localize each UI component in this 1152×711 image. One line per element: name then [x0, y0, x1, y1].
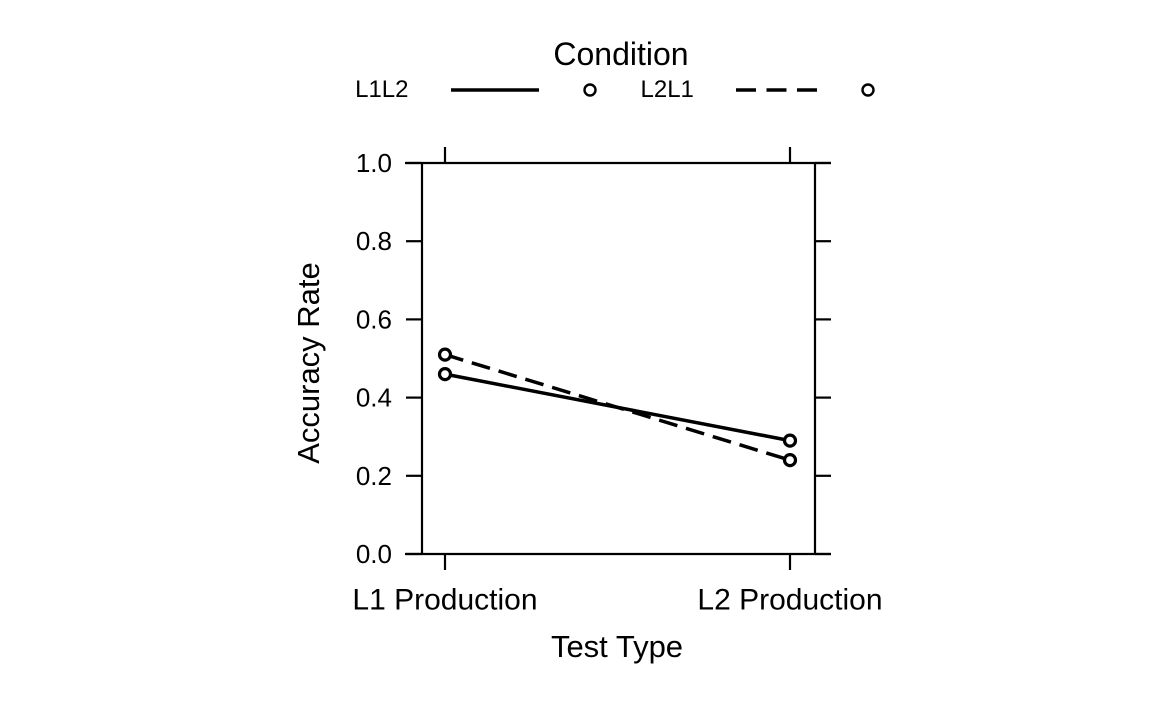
- legend-solid-line-sample-icon: [450, 88, 539, 92]
- data-point-marker-l1l2: [782, 433, 798, 448]
- y-tick-label: 0.4: [356, 383, 392, 413]
- y-tick-label: 1.0: [356, 148, 392, 178]
- legend-dashed-line-sample-icon: [735, 88, 817, 92]
- data-point-marker-l2l1: [782, 453, 798, 468]
- legend-open-circle-marker-icon: [861, 83, 875, 97]
- y-tick-label: 0.2: [356, 461, 392, 491]
- y-tick-label: 0.0: [356, 539, 392, 569]
- y-tick-label: 0.6: [356, 304, 392, 334]
- legend-open-circle-marker-icon: [582, 83, 597, 97]
- x-category-label: L1 Production: [352, 584, 537, 617]
- legend: L1L2 L2L1: [80, 76, 1152, 104]
- data-point-marker-l2l1: [437, 347, 453, 362]
- series-line-l1l2: [444, 372, 791, 443]
- legend-title: Condition: [553, 36, 689, 72]
- legend-label-l2l1: L2L1: [640, 76, 694, 103]
- x-category-label: L2 Production: [697, 584, 882, 617]
- data-point-marker-l1l2: [437, 367, 453, 382]
- y-tick-label: 0.8: [356, 226, 392, 256]
- x-axis-title: Test Type: [550, 629, 684, 664]
- y-axis-title: Accuracy Rate: [291, 262, 326, 464]
- legend-label-l1l2: L1L2: [355, 76, 409, 103]
